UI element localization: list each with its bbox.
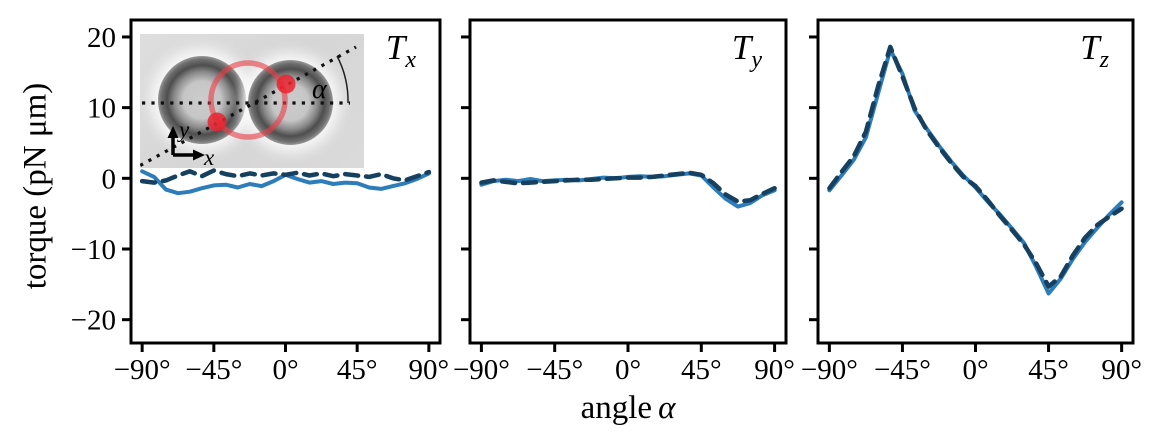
inset-x-axis-arrowhead xyxy=(193,149,205,161)
x-axis-label-text: angle xyxy=(580,390,653,426)
bead-dot-upper xyxy=(276,74,296,94)
x-tick-label: 0° xyxy=(962,354,988,386)
panel-tx: −90° −45° 0° 45° 90° −20 −10 0 10 20 Tx α x xyxy=(71,18,449,386)
panel-frame xyxy=(468,18,788,345)
panel-frame xyxy=(816,18,1135,345)
x-tick-label: −45° xyxy=(526,354,583,386)
plot-area-ty: −90° −45° 0° 45° 90° xyxy=(453,18,795,386)
inset-y-axis-arrowhead xyxy=(167,126,179,138)
series-dashed-line xyxy=(479,170,777,204)
series-dashed-line xyxy=(827,44,1124,289)
x-tick-label: 45° xyxy=(337,354,378,386)
x-tick-label: −90° xyxy=(801,354,858,386)
y-tick-label: 20 xyxy=(87,22,116,54)
x-axis-label-symbol: α xyxy=(658,390,676,426)
x-tick-label: −45° xyxy=(874,354,931,386)
y-tick-label: 0 xyxy=(102,163,117,195)
x-tick-label: 90° xyxy=(754,354,795,386)
bead-dot-lower xyxy=(207,112,227,132)
x-tick-label: −90° xyxy=(114,354,171,386)
x-tick-label: 90° xyxy=(1101,354,1142,386)
panel-label-tz-base: T xyxy=(1080,28,1100,67)
x-tick-label: 0° xyxy=(615,354,641,386)
cell-right xyxy=(248,60,333,145)
red-circle-overlay xyxy=(208,60,288,140)
panel-label-tz: Tz xyxy=(1080,30,1109,72)
alpha-label: α xyxy=(312,74,328,105)
x-tick-label: 90° xyxy=(409,354,450,386)
y-axis-label: torque (pN μm) xyxy=(17,82,54,290)
series-solid-line xyxy=(827,47,1124,296)
plot-area-tz: −90° −45° 0° 45° 90° xyxy=(801,18,1142,386)
panel-label-tz-sub: z xyxy=(1099,47,1109,73)
x-tick-label: −90° xyxy=(453,354,510,386)
inset-microscopy-image: α x y xyxy=(140,34,364,168)
panel-tz: −90° −45° 0° 45° 90° Tz xyxy=(801,18,1142,386)
y-tick-label: 10 xyxy=(87,93,116,125)
panel-ty: −90° −45° 0° 45° 90° Ty xyxy=(453,18,795,386)
y-tick-label: −20 xyxy=(71,305,116,337)
panel-label-tx: Tx xyxy=(386,30,416,72)
panel-label-ty-sub: y xyxy=(751,47,762,73)
y-tick-label: −10 xyxy=(71,234,116,266)
plot-area-tx: −90° −45° 0° 45° 90° −20 −10 0 10 20 xyxy=(71,18,449,386)
panel-label-tx-base: T xyxy=(385,28,406,67)
x-tick-label: 0° xyxy=(272,354,298,386)
inset-x-label: x xyxy=(203,145,215,168)
inset-coordinate-axes: x y xyxy=(167,117,215,168)
x-tick-label: −45° xyxy=(185,354,242,386)
panel-label-ty-base: T xyxy=(731,28,752,67)
x-tick-label: 45° xyxy=(681,354,722,386)
panel-frame xyxy=(129,18,442,345)
inset-y-label: y xyxy=(177,117,190,142)
x-tick-label: 45° xyxy=(1028,354,1069,386)
x-axis-label: angle α xyxy=(470,390,786,427)
inset-overlay: α x y xyxy=(140,45,357,168)
panel-label-tx-sub: x xyxy=(405,47,416,73)
panel-label-ty: Ty xyxy=(732,30,762,72)
series-dashed-line xyxy=(139,168,432,185)
alpha-arc xyxy=(336,55,349,104)
